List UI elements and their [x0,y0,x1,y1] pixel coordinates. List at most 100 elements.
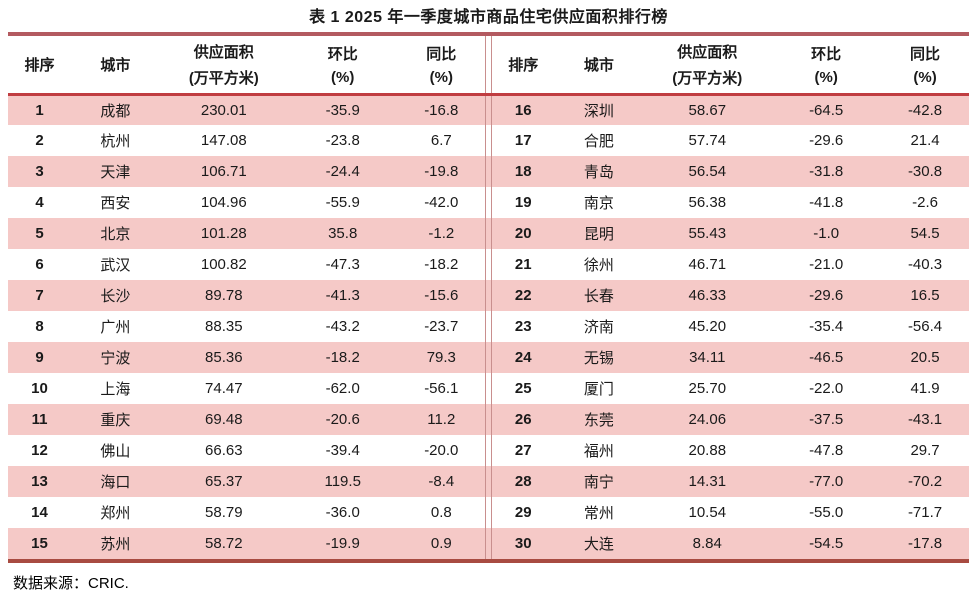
column-header-supply-line1: 供应面积 [677,43,738,61]
supply-cell: 56.38 [688,194,727,211]
yoy-cell: -30.8 [907,163,943,180]
city-cell: 东莞 [583,412,614,429]
rank-cell: 23 [514,318,532,335]
column-header-supply-left: 供应面积 (万平方米) [159,36,288,96]
column-header-rank-left: 排序 [8,36,72,96]
rank-cell: 5 [35,225,44,242]
table-row: 7 长沙 89.78 -41.3 -15.6 22 长春 46.33 -29.6… [8,280,969,311]
yoy-cell: -2.6 [912,194,938,211]
rank-cell: 1 [35,101,44,119]
rank-cell: 3 [35,163,44,180]
rank-cell: 11 [31,411,48,428]
city-cell: 海口 [100,474,131,491]
supply-cell: 34.11 [689,349,726,366]
table-divider [484,497,492,528]
supply-cell: 25.70 [688,380,727,397]
city-cell: 成都 [100,102,131,120]
yoy-cell: 6.7 [430,132,452,149]
column-header-mom-left: 环比 (%) [287,36,398,96]
data-source-note: 数据来源：CRIC. [13,575,129,592]
city-cell: 大连 [583,536,614,553]
yoy-cell: -42.8 [907,101,943,119]
rank-cell: 13 [31,473,48,490]
mom-cell: -35.9 [325,101,360,119]
city-cell: 长沙 [100,288,131,305]
yoy-cell: 20.5 [910,349,940,366]
table-row: 5 北京 101.28 35.8 -1.2 20 昆明 55.43 -1.0 5… [8,218,969,249]
rank-cell: 9 [35,349,44,366]
supply-cell: 106.71 [200,163,247,180]
mom-cell: -20.6 [325,411,360,428]
rank-cell: 12 [31,442,48,459]
yoy-cell: -15.6 [424,287,459,304]
mom-cell: -35.4 [809,318,844,335]
column-header-yoy-line2: (%) [913,68,937,86]
yoy-cell: -56.4 [907,318,943,335]
city-cell: 厦门 [583,381,614,398]
mom-cell: -29.6 [809,132,844,149]
city-cell: 郑州 [100,505,131,522]
table-divider [484,187,492,218]
table-row: 10 上海 74.47 -62.0 -56.1 25 厦门 25.70 -22.… [8,373,969,404]
mom-cell: -1.0 [813,225,840,242]
rank-cell: 25 [514,380,532,397]
mom-cell: -37.5 [809,411,844,428]
city-cell: 重庆 [100,412,131,429]
yoy-cell: -43.1 [907,411,943,428]
table-divider [484,280,492,311]
city-cell: 青岛 [583,164,614,181]
yoy-cell: -40.3 [907,256,943,273]
city-cell: 常州 [583,505,614,522]
supply-cell: 58.67 [688,101,727,119]
table-divider [484,342,492,373]
yoy-cell: -20.0 [424,442,459,459]
city-cell: 苏州 [100,536,131,553]
yoy-cell: -42.0 [424,194,459,211]
column-header-rank-right: 排序 [491,36,555,96]
yoy-cell: -1.2 [428,225,455,242]
table-body: 1 成都 230.01 -35.9 -16.8 16 深圳 58.67 -64.… [8,94,969,559]
mom-cell: 35.8 [328,225,358,242]
rank-cell: 30 [514,535,532,552]
mom-cell: -47.3 [325,256,360,273]
yoy-cell: 54.5 [910,225,940,242]
header-row: 排序 城市 供应面积 (万平方米) 环比 (%) 同比 (%) 排序 城市 [8,36,969,96]
supply-cell: 8.84 [692,535,722,552]
city-cell: 北京 [100,226,131,243]
rank-cell: 17 [514,132,532,149]
table-divider [484,125,492,156]
yoy-cell: 11.2 [427,411,456,428]
city-cell: 无锡 [583,350,614,367]
supply-cell: 100.82 [200,256,247,273]
yoy-cell: -71.7 [907,504,943,521]
city-cell: 上海 [100,381,131,398]
rank-cell: 14 [31,504,48,521]
mom-cell: -64.5 [809,101,844,119]
mom-cell: -36.0 [325,504,360,521]
supply-cell: 147.08 [200,132,247,149]
yoy-cell: -70.2 [907,473,943,490]
column-header-city-left: 城市 [71,36,160,96]
supply-cell: 56.54 [688,163,727,180]
mom-cell: -39.4 [325,442,360,459]
yoy-cell: -56.1 [424,380,459,397]
supply-cell: 45.20 [688,318,727,335]
mom-cell: -55.0 [809,504,844,521]
mom-cell: -31.8 [809,163,844,180]
city-cell: 西安 [100,195,131,212]
city-cell: 广州 [100,319,131,336]
city-cell: 南宁 [583,474,614,491]
column-header-yoy-line2: (%) [429,68,453,86]
yoy-cell: 29.7 [910,442,940,459]
supply-cell: 230.01 [200,101,247,119]
rank-cell: 18 [514,163,532,180]
column-header-city-right: 城市 [554,36,644,96]
table-row: 14 郑州 58.79 -36.0 0.8 29 常州 10.54 -55.0 … [8,497,969,528]
table-row: 9 宁波 85.36 -18.2 79.3 24 无锡 34.11 -46.5 … [8,342,969,373]
column-header-yoy-line1: 同比 [426,45,457,63]
supply-cell: 24.06 [688,411,727,428]
supply-cell: 85.36 [205,349,243,366]
city-cell: 合肥 [583,133,614,150]
mom-cell: -55.9 [325,194,360,211]
